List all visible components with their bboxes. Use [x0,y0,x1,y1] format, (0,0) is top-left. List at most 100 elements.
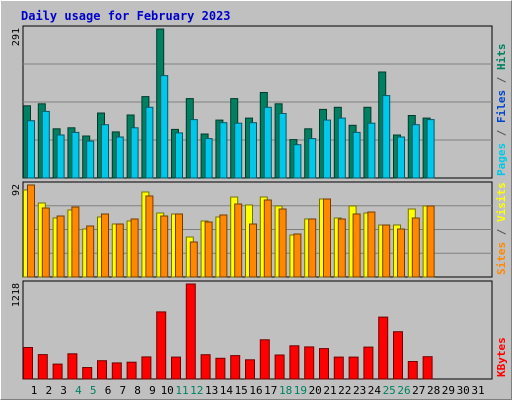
legend-entry-visits: Visits [495,182,508,222]
bar-sites-day-9 [145,195,154,278]
x-tick-day-12: 12 [190,384,203,397]
bar-pages-day-27 [411,124,420,179]
bar-kbytes-day-1 [23,347,33,380]
x-tick-day-3: 3 [60,384,67,397]
bar-kbytes-day-16 [245,359,255,380]
bar-sites-day-4 [71,206,80,278]
bar-pages-day-5 [86,140,95,179]
x-tick-day-15: 15 [235,384,248,397]
bar-kbytes-day-22 [333,356,344,380]
x-tick-day-11: 11 [175,384,188,397]
bar-pages-day-16 [249,122,257,179]
bar-pages-day-8 [130,127,139,179]
bar-pages-day-26 [397,136,405,179]
legend-entry-sites: Sites [495,242,508,275]
x-tick-day-27: 27 [412,384,425,397]
bar-sites-day-6 [101,213,109,278]
bar-sites-day-18 [278,208,287,278]
bar-sites-day-8 [130,218,139,278]
bar-kbytes-day-13 [200,354,211,380]
bar-sites-day-19 [293,233,302,278]
legend-entry-kbytes: KBytes [495,337,508,377]
legend-hits-files-pages: Pages / Files / Hits [495,44,508,177]
legend-entry-: / [495,70,508,90]
legend-entry-: / [495,123,508,143]
bar-pages-day-23 [352,131,361,179]
x-tick-day-1: 1 [31,384,38,397]
bar-pages-day-6 [101,124,109,179]
bar-kbytes-day-10 [156,311,167,380]
bar-pages-day-28 [426,119,435,179]
bar-kbytes-day-28 [422,356,433,380]
x-tick-day-10: 10 [161,384,174,397]
x-tick-day-5: 5 [90,384,97,397]
bar-pages-day-21 [323,119,331,179]
bar-pages-day-25 [382,95,391,179]
x-tick-day-21: 21 [323,384,336,397]
bar-pages-day-11 [175,132,183,179]
bar-sites-day-3 [56,215,65,278]
legend-entry-pages: Pages [495,143,508,176]
x-tick-day-31: 31 [471,384,484,397]
bar-kbytes-day-14 [215,357,226,380]
legend-entry-hits: Hits [495,44,508,71]
legend-kbytes: KBytes [495,337,508,377]
x-tick-day-20: 20 [309,384,322,397]
legend-visits-sites: Sites / Visits [495,182,508,275]
x-tick-day-30: 30 [457,384,470,397]
bar-sites-day-20 [308,218,317,278]
x-tick-day-18: 18 [279,384,292,397]
x-tick-day-22: 22 [338,384,351,397]
bar-pages-day-9 [145,106,154,179]
bar-sites-day-1 [27,184,35,278]
bar-kbytes-day-24 [363,346,374,380]
y-max-label-kbytes: 1218 [11,283,22,307]
bar-pages-day-1 [27,120,35,179]
bar-pages-day-22 [337,117,346,179]
bar-sites-day-10 [160,215,169,278]
x-tick-day-8: 8 [134,384,141,397]
bar-pages-day-17 [263,106,272,179]
bar-pages-day-19 [293,144,302,179]
panel-kbytes [22,280,493,380]
bar-kbytes-day-17 [259,339,270,380]
bar-kbytes-day-19 [289,345,300,380]
y-max-label-visits-sites: 92 [11,184,22,196]
x-tick-day-24: 24 [368,384,382,397]
bar-kbytes-day-9 [141,356,152,380]
x-tick-day-26: 26 [397,384,410,397]
bar-pages-day-24 [367,122,376,179]
chart-title: Daily usage for February 2023 [21,9,231,23]
legend-entry-files: Files [495,90,508,123]
x-tick-day-23: 23 [353,384,366,397]
bar-sites-day-28 [426,205,435,278]
x-tick-day-4: 4 [75,384,82,397]
bar-kbytes-day-26 [393,331,403,380]
bar-sites-day-16 [249,223,257,278]
bar-kbytes-day-27 [407,361,418,380]
bar-kbytes-day-25 [378,316,389,380]
x-tick-day-17: 17 [264,384,277,397]
bar-sites-day-25 [382,224,391,278]
bar-pages-day-2 [41,110,50,179]
bar-pages-day-4 [71,131,80,179]
bar-pages-day-14 [219,122,228,179]
x-tick-day-7: 7 [119,384,126,397]
bar-sites-day-24 [367,211,376,278]
bar-kbytes-day-11 [171,356,181,380]
x-tick-day-2: 2 [45,384,52,397]
bar-sites-day-5 [86,225,95,278]
y-max-label-hits-files-pages: 291 [11,28,22,46]
bar-pages-day-13 [204,138,213,179]
bar-sites-day-13 [204,221,213,278]
bar-kbytes-day-18 [274,354,285,380]
bar-sites-day-22 [337,218,346,278]
bar-kbytes-day-7 [111,362,122,380]
x-tick-day-25: 25 [383,384,396,397]
bar-sites-day-23 [352,213,361,278]
bar-pages-day-3 [56,134,65,179]
x-tick-day-29: 29 [442,384,455,397]
bar-sites-day-14 [219,214,228,278]
bar-sites-day-11 [175,213,183,278]
